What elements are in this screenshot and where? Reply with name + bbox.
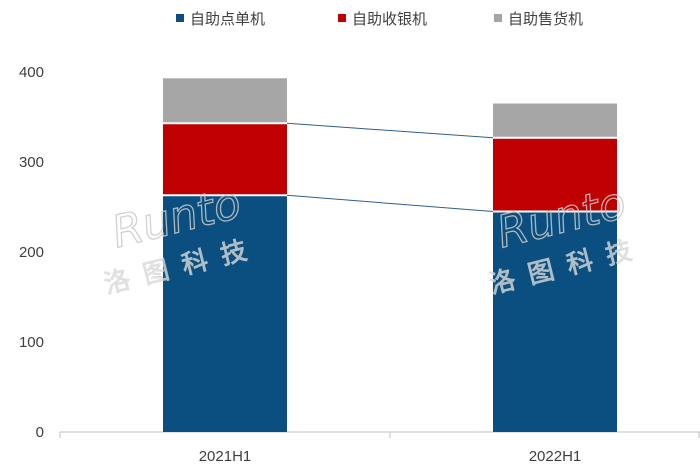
legend-swatch	[494, 14, 502, 22]
y-axis: 0 100 200 300 400	[19, 64, 44, 441]
bar-segment	[163, 123, 287, 196]
y-tick-label: 400	[19, 64, 44, 81]
legend-label: 自助点单机	[190, 10, 265, 28]
y-tick-label: 200	[19, 244, 44, 261]
x-tick-label: 2021H1	[199, 448, 252, 465]
y-tick-label: 300	[19, 154, 44, 171]
x-axis: 2021H1 2022H1	[59, 431, 700, 465]
connector-line	[286, 194, 494, 212]
bar-segment	[493, 211, 617, 432]
legend-swatch	[176, 14, 184, 22]
legend: 自助点单机 自助收银机 自助售货机	[176, 10, 583, 28]
legend-swatch	[338, 14, 346, 22]
bar-segment	[493, 137, 617, 212]
bar-segment	[163, 195, 287, 432]
legend-label: 自助售货机	[508, 10, 583, 28]
y-tick-label: 0	[36, 424, 44, 441]
bar-segment	[493, 103, 617, 138]
connector-line	[286, 122, 494, 139]
connector-lines	[286, 122, 494, 212]
x-tick-label: 2022H1	[529, 448, 582, 465]
y-tick-label: 100	[19, 334, 44, 351]
legend-label: 自助收银机	[352, 10, 427, 28]
bar-segment	[163, 78, 287, 124]
bars	[163, 78, 617, 432]
